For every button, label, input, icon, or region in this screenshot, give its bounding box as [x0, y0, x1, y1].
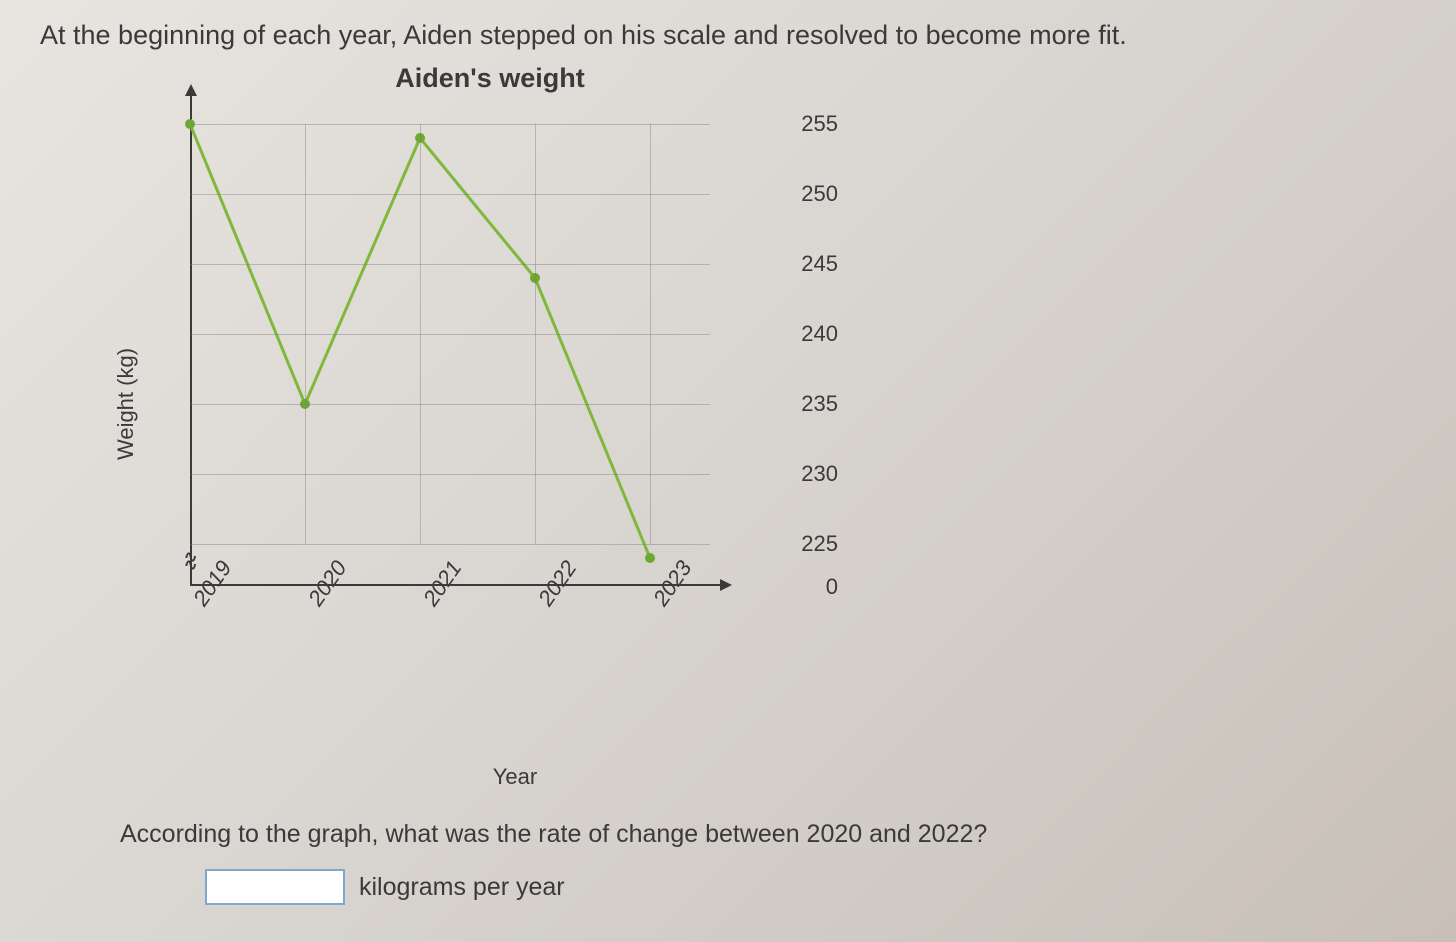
plot-area: ∿∿ 20192020202120222023	[190, 124, 750, 604]
question-text: According to the graph, what was the rat…	[120, 820, 1416, 849]
y-tick-label: 245	[801, 251, 838, 277]
y-tick-label: 240	[801, 321, 838, 347]
chart-title: Aiden's weight	[140, 63, 840, 94]
grid-line-v	[420, 124, 421, 544]
line-chart-svg	[190, 124, 750, 604]
grid-line-h	[190, 404, 710, 405]
chart-container: Aiden's weight Weight (kg) 0 25525024524…	[120, 63, 840, 790]
y-tick-label: 230	[801, 461, 838, 487]
grid-line-h	[190, 194, 710, 195]
data-point	[645, 553, 655, 563]
grid-line-h	[190, 474, 710, 475]
y-tick-label: 235	[801, 391, 838, 417]
grid-line-v	[650, 124, 651, 544]
y-tick-zero: 0	[826, 574, 838, 600]
grid-line-h	[190, 544, 710, 545]
grid-line-h	[190, 124, 710, 125]
y-axis-arrow	[185, 84, 197, 96]
grid-line-v	[305, 124, 306, 544]
y-axis-label: Weight (kg)	[113, 348, 139, 460]
grid-line-h	[190, 264, 710, 265]
y-tick-label: 225	[801, 531, 838, 557]
y-tick-label: 255	[801, 111, 838, 137]
grid-line-h	[190, 334, 710, 335]
answer-input[interactable]	[205, 869, 345, 905]
answer-units: kilograms per year	[359, 873, 565, 902]
problem-text: At the beginning of each year, Aiden ste…	[40, 20, 1416, 51]
x-axis-label: Year	[190, 764, 840, 790]
chart-area: Weight (kg) 0 255250245240235230225 ∿∿ 2…	[120, 124, 840, 684]
answer-row: kilograms per year	[205, 869, 1416, 905]
y-tick-label: 250	[801, 181, 838, 207]
y-axis-ticks: 0 255250245240235230225	[120, 124, 180, 564]
grid-line-v	[535, 124, 536, 544]
